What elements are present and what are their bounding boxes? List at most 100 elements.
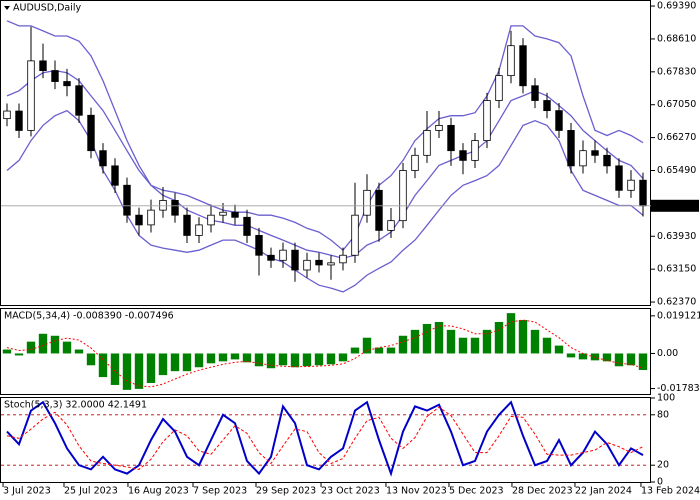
candle-body [579, 150, 587, 167]
y-tick-label: 0.62370 [657, 297, 696, 308]
y-tick-label: 20 [657, 460, 669, 471]
candle-body [15, 110, 23, 131]
candle-body [555, 110, 563, 131]
y-tick-label: 0.67050 [657, 99, 696, 110]
price-pane [0, 0, 651, 306]
macd-bar [614, 353, 624, 367]
macd-bar [398, 335, 408, 354]
candle-body [363, 189, 371, 216]
macd-bar [446, 329, 456, 354]
candle-body [291, 249, 299, 271]
macd-bar [518, 320, 528, 354]
candle-body [543, 100, 551, 112]
macd-bar [458, 337, 468, 354]
candle-body [255, 235, 263, 256]
candle-body [375, 189, 383, 231]
macd-bar [122, 353, 132, 390]
candle-body [519, 45, 527, 87]
candle-body [327, 262, 335, 266]
macd-bar [350, 347, 360, 354]
macd-bar [182, 353, 192, 372]
y-tick-label: 0.63150 [657, 264, 696, 275]
macd-bar [50, 335, 60, 354]
y-tick-label: 80 [657, 409, 669, 420]
macd-bar [626, 353, 636, 366]
candle-body [63, 81, 71, 87]
macd-bar [254, 353, 264, 367]
y-tick-label: 100 [657, 393, 675, 404]
macd-bar [494, 321, 504, 354]
stoch-pane [0, 397, 651, 483]
candle-body [267, 254, 275, 261]
x-tick-label: 13 Nov 2023 [386, 486, 447, 497]
candle-body [195, 224, 203, 236]
macd-bar [38, 333, 48, 354]
macd-bar [230, 353, 240, 360]
macd-bar [566, 353, 576, 358]
x-tick-label: 29 Sep 2023 [256, 486, 316, 497]
candle-body [99, 150, 107, 167]
macd-bar [482, 329, 492, 354]
y-tick-label: 0.69390 [657, 1, 696, 12]
candle-body [567, 130, 575, 167]
candle-body [279, 249, 287, 261]
candle-body [171, 200, 179, 216]
macd-bar [194, 353, 204, 368]
candle-body [75, 85, 83, 116]
macd-bar [62, 341, 72, 354]
x-tick-label: 22 Jan 2024 [575, 486, 632, 497]
macd-bar [542, 337, 552, 354]
bollinger-band [6, 20, 644, 252]
candle-body [387, 220, 395, 231]
macd-bar [170, 353, 180, 372]
macd-bar [158, 353, 168, 376]
macd-bar [2, 349, 12, 354]
macd-bar [602, 353, 612, 362]
macd-bar [266, 353, 276, 369]
macd-bar [110, 353, 120, 385]
macd-bar [374, 347, 384, 354]
y-tick-label: 0.65490 [657, 165, 696, 176]
candle-body [603, 154, 611, 167]
bollinger-band [6, 109, 644, 293]
candle-body [627, 179, 635, 191]
candle-body [615, 165, 623, 191]
y-tick-label: -0.017832 [657, 383, 700, 394]
candle-body [135, 214, 143, 226]
y-tick-label: 0.67830 [657, 66, 696, 77]
candle-body [471, 140, 479, 161]
y-tick-label: 0.66270 [657, 132, 696, 143]
candle-body [459, 150, 467, 161]
macd-bar [290, 353, 300, 368]
symbol-title: AUDUSD,Daily [13, 3, 82, 14]
candle-body [147, 209, 155, 226]
macd-bar [470, 337, 480, 354]
x-tick-label: 25 Jul 2023 [64, 486, 118, 497]
candle-body [303, 259, 311, 271]
macd-signal-line [6, 319, 644, 388]
macd-bar [554, 345, 564, 354]
macd-title: MACD(5,34,4) -0.008390 -0.007496 [4, 311, 174, 322]
candle-body [495, 75, 503, 101]
macd-bar [338, 353, 348, 362]
x-tick-label: 28 Dec 2023 [512, 486, 573, 497]
macd-bar [146, 353, 156, 383]
current-price-label: 0.64653 [656, 200, 695, 211]
candle-body [219, 211, 227, 216]
macd-bar [530, 329, 540, 354]
macd-bar [578, 353, 588, 360]
candle-body [483, 100, 491, 141]
x-tick-label: 16 Aug 2023 [128, 486, 189, 497]
x-tick-label: 7 Sep 2023 [193, 486, 247, 497]
symbol-menu-arrow[interactable] [4, 6, 10, 10]
candle-body [231, 211, 239, 218]
candle-body [315, 259, 323, 266]
candle-body [531, 85, 539, 101]
macd-bar [86, 353, 96, 366]
macd-bar [98, 353, 108, 378]
candle-body [123, 184, 131, 216]
y-tick-label: 0.68610 [657, 33, 696, 44]
stoch-signal-line [6, 406, 644, 470]
